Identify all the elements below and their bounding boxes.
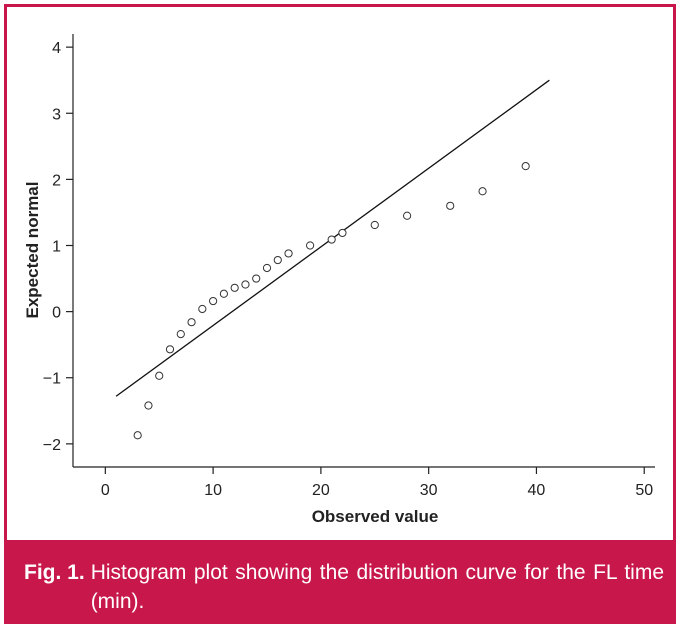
y-tick-label: 3 <box>52 106 61 123</box>
points-group <box>133 162 530 440</box>
y-tick-label: −1 <box>43 371 61 388</box>
data-point <box>478 187 487 196</box>
data-point <box>338 228 347 238</box>
data-point <box>262 263 272 273</box>
data-point <box>155 371 164 380</box>
x-tick-label: 40 <box>528 482 546 499</box>
figure-frame <box>4 4 676 620</box>
data-point <box>187 318 196 327</box>
data-point <box>327 235 336 244</box>
data-point <box>273 255 282 265</box>
y-tick-label: 1 <box>52 239 61 256</box>
x-tick-label: 50 <box>635 482 653 499</box>
caption-bar: Fig. 1. Histogram plot showing the distr… <box>4 540 676 624</box>
data-point <box>306 241 315 250</box>
y-tick-label: 2 <box>52 172 61 189</box>
y-tick-label: 4 <box>52 40 61 57</box>
figure-caption: Fig. 1. Histogram plot showing the distr… <box>24 558 664 616</box>
y-axis-label: Expected normal <box>23 182 42 319</box>
x-tick-label: 0 <box>101 482 110 499</box>
axes: 0 10 20 30 40 50 −2 −1 0 1 2 3 4 <box>43 34 655 499</box>
data-point <box>252 274 261 283</box>
data-point <box>403 211 412 220</box>
data-point <box>144 401 153 410</box>
x-axis-label: Observed value <box>312 507 439 526</box>
x-tick-label: 20 <box>312 482 330 499</box>
data-point <box>165 345 175 354</box>
caption-text: Histogram plot showing the distribution … <box>90 561 664 613</box>
x-tick-label: 10 <box>204 482 222 499</box>
y-tick-label: 0 <box>52 305 61 322</box>
data-point <box>521 162 530 171</box>
data-point <box>198 304 207 314</box>
data-point <box>133 431 142 440</box>
y-tick-label: −2 <box>43 437 61 454</box>
data-point <box>284 249 293 258</box>
scatter-chart: 0 10 20 30 40 50 −2 −1 0 1 2 3 4 Observed value Expe… <box>23 34 655 526</box>
data-point <box>209 296 218 306</box>
data-point <box>370 220 379 230</box>
data-point <box>176 330 185 339</box>
data-point <box>446 201 455 210</box>
x-tick-label: 30 <box>420 482 438 499</box>
caption-label: Fig. 1. <box>24 561 85 584</box>
data-point <box>241 280 250 289</box>
data-point <box>230 283 239 292</box>
data-point <box>219 289 228 298</box>
